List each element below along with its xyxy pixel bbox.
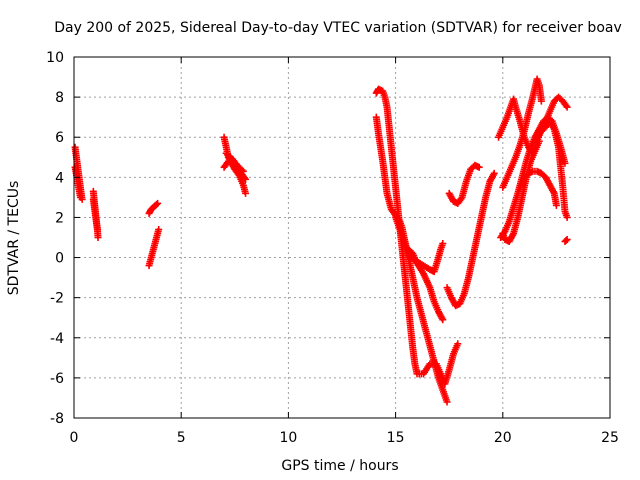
data-point [240, 174, 248, 182]
data-point [154, 199, 162, 207]
data-point [475, 163, 483, 171]
axis-ticks: 0 5 10 15 20 25 -8 -6 -4 -2 0 2 4 6 8 10 [46, 50, 619, 446]
data-point [155, 225, 163, 233]
y-tick-label: 0 [55, 251, 64, 267]
data-point [490, 169, 498, 177]
x-tick-label: 15 [387, 430, 405, 446]
y-axis-label: SDTVAR / TECUs [6, 181, 22, 296]
y-tick-label: -6 [50, 371, 64, 387]
y-tick-label: -8 [50, 411, 64, 427]
data-point [439, 316, 447, 324]
data-point [443, 398, 451, 406]
x-tick-label: 25 [601, 430, 619, 446]
data-point [239, 167, 247, 175]
data-point [563, 236, 571, 244]
plot-frame [73, 56, 611, 419]
y-tick-label: 6 [55, 130, 64, 146]
data-point [94, 225, 102, 233]
data-point [242, 175, 250, 183]
data-point [454, 340, 462, 348]
y-tick-label: -4 [50, 331, 64, 347]
data-point [457, 195, 465, 203]
data-point [535, 137, 543, 145]
data-point [562, 102, 570, 110]
y-tick-label: 8 [55, 90, 64, 106]
x-tick-label: 20 [494, 430, 512, 446]
data-point [563, 213, 571, 221]
data-points [71, 75, 571, 406]
data-point [563, 103, 571, 111]
y-tick-label: -2 [50, 291, 64, 307]
y-tick-label: 10 [46, 50, 64, 66]
data-point [242, 189, 250, 197]
data-point [537, 97, 545, 105]
x-tick-label: 5 [177, 430, 186, 446]
x-axis-label: GPS time / hours [281, 458, 398, 474]
data-point [153, 200, 161, 208]
data-point [562, 237, 570, 245]
data-point [561, 159, 569, 167]
data-point [238, 166, 246, 174]
y-tick-label: 2 [55, 210, 64, 226]
data-point [552, 201, 560, 209]
data-point [76, 193, 84, 201]
chart-title: Day 200 of 2025, Sidereal Day-to-day VTE… [54, 20, 622, 36]
x-tick-label: 10 [279, 430, 297, 446]
data-point [94, 234, 102, 241]
y-tick-label: 4 [55, 170, 64, 186]
data-point [439, 240, 447, 248]
x-tick-label: 0 [70, 430, 79, 446]
